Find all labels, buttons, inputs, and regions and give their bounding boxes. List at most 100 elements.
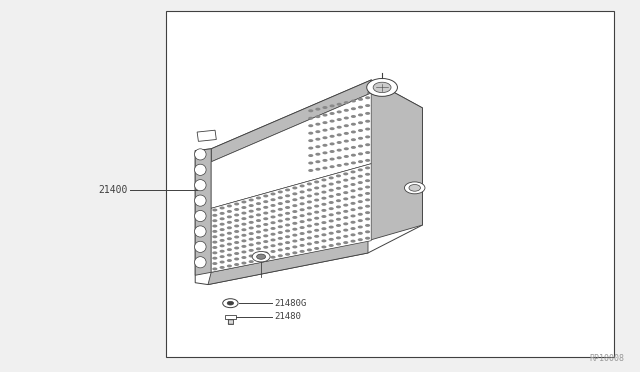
Circle shape <box>285 212 290 215</box>
Circle shape <box>330 127 335 130</box>
Circle shape <box>278 248 283 251</box>
Circle shape <box>212 235 218 238</box>
Circle shape <box>234 219 239 222</box>
Circle shape <box>234 257 239 260</box>
Circle shape <box>308 154 314 157</box>
Circle shape <box>220 217 225 220</box>
Circle shape <box>351 183 356 186</box>
Circle shape <box>337 141 342 144</box>
Circle shape <box>212 230 218 233</box>
Circle shape <box>263 240 268 243</box>
Circle shape <box>404 182 425 194</box>
Circle shape <box>343 179 348 182</box>
Circle shape <box>220 206 225 209</box>
Polygon shape <box>211 164 371 272</box>
Ellipse shape <box>195 195 206 206</box>
Circle shape <box>285 253 290 256</box>
Circle shape <box>241 245 246 248</box>
Circle shape <box>321 179 326 182</box>
Circle shape <box>227 248 232 251</box>
Circle shape <box>409 185 420 191</box>
Circle shape <box>271 250 276 253</box>
Circle shape <box>329 189 334 192</box>
Circle shape <box>314 205 319 208</box>
Circle shape <box>278 237 283 240</box>
Circle shape <box>263 246 268 249</box>
Circle shape <box>220 255 225 258</box>
Ellipse shape <box>195 241 206 253</box>
Circle shape <box>263 234 268 237</box>
Circle shape <box>336 205 341 208</box>
Circle shape <box>285 218 290 221</box>
Circle shape <box>220 239 225 242</box>
Circle shape <box>330 142 335 145</box>
Circle shape <box>249 260 254 263</box>
Circle shape <box>330 158 335 161</box>
Circle shape <box>249 204 254 207</box>
Circle shape <box>300 244 305 247</box>
Circle shape <box>321 233 326 236</box>
Circle shape <box>365 96 370 99</box>
Circle shape <box>336 224 341 227</box>
Circle shape <box>314 217 319 220</box>
Circle shape <box>256 225 261 228</box>
Circle shape <box>330 105 335 108</box>
Circle shape <box>300 226 305 229</box>
Circle shape <box>285 194 290 197</box>
Circle shape <box>292 251 298 254</box>
Circle shape <box>271 215 276 218</box>
Circle shape <box>323 113 328 116</box>
Bar <box>228 319 233 324</box>
Circle shape <box>365 159 370 162</box>
Circle shape <box>234 230 239 233</box>
Circle shape <box>365 135 370 138</box>
Circle shape <box>263 200 268 203</box>
Circle shape <box>212 219 218 222</box>
Circle shape <box>292 228 298 231</box>
Circle shape <box>220 266 225 269</box>
Circle shape <box>365 211 370 214</box>
Circle shape <box>321 221 326 224</box>
Circle shape <box>227 221 232 224</box>
Circle shape <box>358 129 363 132</box>
Circle shape <box>329 213 334 216</box>
Circle shape <box>249 210 254 213</box>
Circle shape <box>316 168 321 171</box>
Text: RP10008: RP10008 <box>589 354 624 363</box>
Circle shape <box>256 230 261 233</box>
Circle shape <box>329 219 334 222</box>
Circle shape <box>358 106 363 109</box>
Circle shape <box>351 146 356 149</box>
Circle shape <box>358 194 363 197</box>
Circle shape <box>365 143 370 146</box>
Circle shape <box>256 253 261 256</box>
Circle shape <box>358 98 363 101</box>
Polygon shape <box>195 149 211 275</box>
Circle shape <box>220 260 225 263</box>
Circle shape <box>330 112 335 115</box>
Circle shape <box>263 195 268 198</box>
Circle shape <box>365 218 370 221</box>
Circle shape <box>241 262 246 264</box>
Polygon shape <box>195 80 422 285</box>
Circle shape <box>257 254 266 259</box>
Circle shape <box>307 182 312 185</box>
Circle shape <box>344 101 349 104</box>
Circle shape <box>263 257 268 260</box>
Circle shape <box>323 136 328 139</box>
Circle shape <box>351 221 356 224</box>
Circle shape <box>336 236 341 239</box>
Circle shape <box>321 240 326 243</box>
Circle shape <box>358 175 363 178</box>
Circle shape <box>256 236 261 239</box>
Circle shape <box>227 264 232 267</box>
Circle shape <box>300 250 305 253</box>
Circle shape <box>321 209 326 212</box>
Circle shape <box>336 174 341 177</box>
Circle shape <box>234 224 239 227</box>
Circle shape <box>343 210 348 213</box>
Circle shape <box>358 213 363 216</box>
Circle shape <box>337 164 342 167</box>
Circle shape <box>300 202 305 205</box>
Circle shape <box>227 226 232 229</box>
